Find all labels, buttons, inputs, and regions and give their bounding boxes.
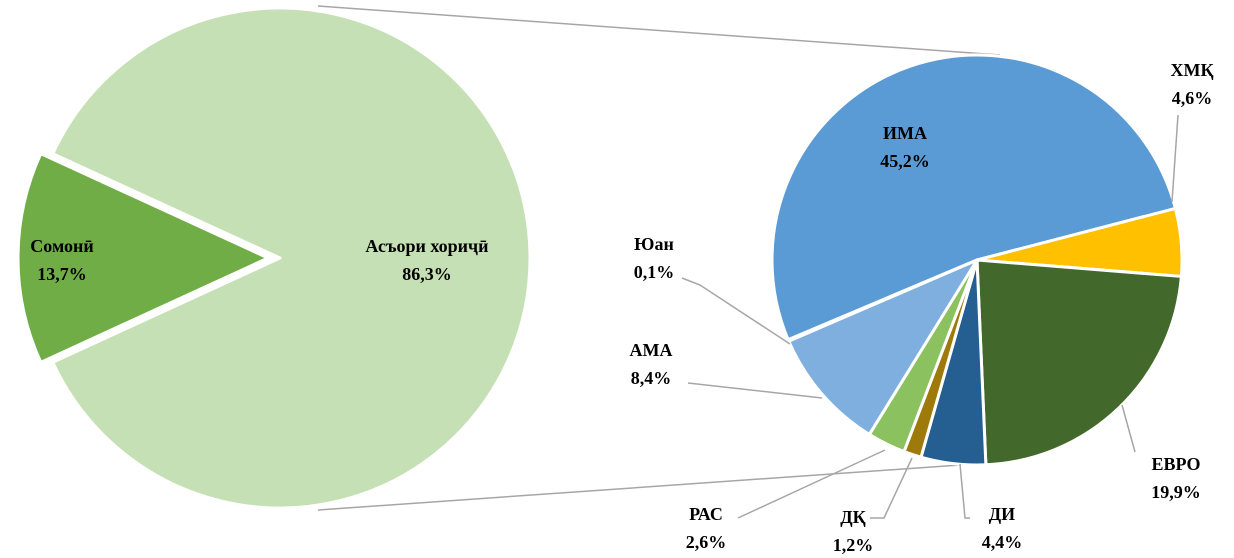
slice-name: ДИ: [989, 504, 1015, 524]
leader-line: [687, 382, 823, 399]
slice-name: Асъори хориҷӣ: [365, 236, 488, 256]
connector-lines: [317, 5, 1001, 511]
slice-name: ИМА: [883, 123, 927, 143]
leader-line: [870, 457, 913, 519]
slice-name: Юан: [634, 234, 674, 254]
pie-slice: [787, 258, 979, 436]
slice-value-label: 0,1%: [634, 262, 675, 282]
slices: [16, 6, 1184, 510]
slice-name: ДҚ: [840, 507, 865, 527]
leader-line: [1121, 404, 1136, 453]
slice-value-label: 45,2%: [880, 151, 930, 171]
pie-slice: [975, 258, 1183, 467]
slice-value-label: 1,2%: [833, 535, 874, 555]
slice-value-label: 13,7%: [37, 264, 87, 284]
slice-name: ЕВРО: [1152, 454, 1201, 474]
pie-slice: [16, 152, 270, 364]
leader-line: [737, 449, 886, 519]
labels: Сомонӣ 13,7% Асъори хориҷӣ 86,3% ИМА 45,2% ХМҚ…: [30, 60, 1213, 555]
slice-name: ХМҚ: [1170, 60, 1213, 80]
slice-value-label: 4,6%: [1172, 88, 1213, 108]
pie-slice: [770, 53, 1177, 342]
slice-value-label: 19,9%: [1151, 482, 1201, 502]
leader-lines: [681, 114, 1179, 519]
slice-value-label: 2,6%: [686, 532, 727, 552]
slice-name: АМА: [630, 340, 673, 360]
connector-line: [317, 5, 1001, 56]
connector-line: [317, 464, 961, 511]
leader-line: [1171, 114, 1179, 203]
leader-line: [959, 463, 970, 519]
slice-value-label: 4,4%: [982, 532, 1023, 552]
pie-slice: [51, 6, 532, 510]
leader-line: [681, 277, 791, 345]
slice-name: Сомонӣ: [30, 236, 93, 256]
slice-value-label: 8,4%: [631, 368, 672, 388]
pie-slice: [786, 258, 979, 343]
slice-name: РАС: [689, 504, 723, 524]
slice-value-label: 86,3%: [402, 264, 452, 284]
